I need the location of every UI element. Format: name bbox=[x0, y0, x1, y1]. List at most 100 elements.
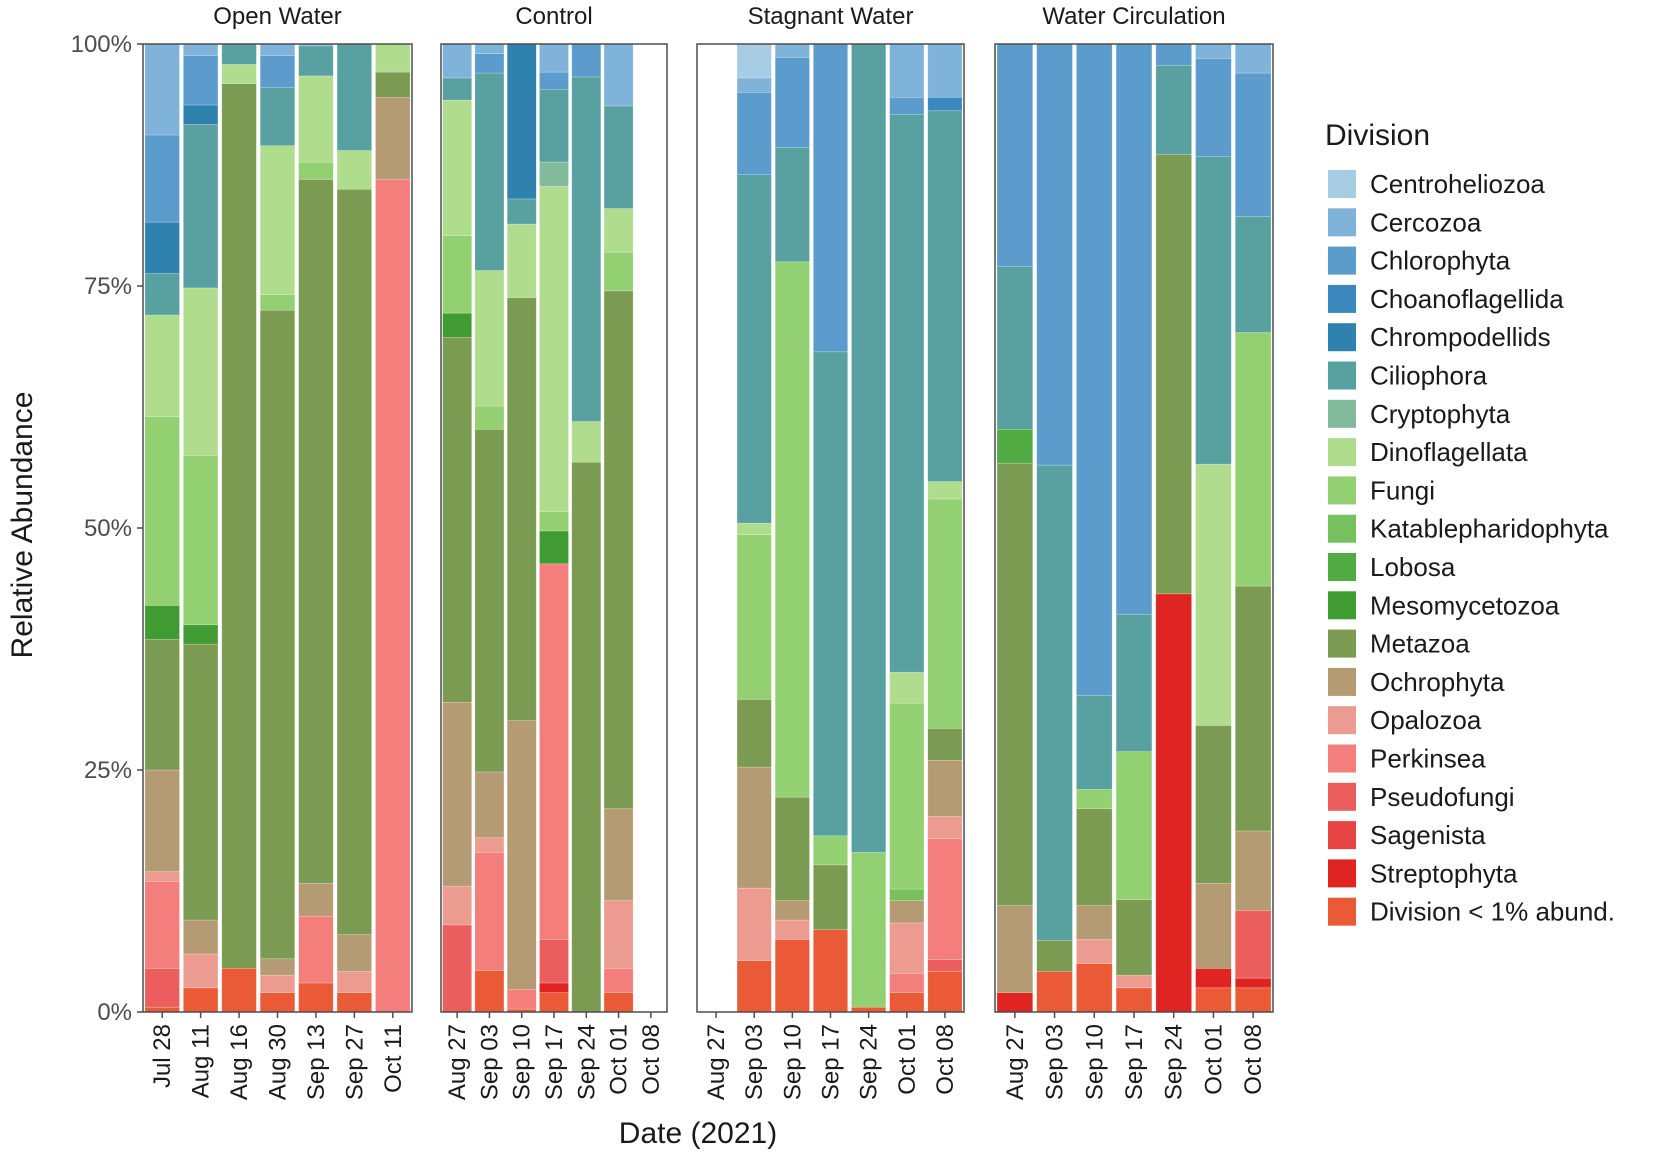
bar-segment-cercozoa bbox=[1234, 43, 1272, 74]
bar-segment-cercozoa bbox=[474, 43, 505, 54]
legend-item-cercozoa: Cercozoa bbox=[1328, 207, 1482, 237]
bar-segment-dinoflagellata bbox=[889, 671, 925, 704]
bar-stack-sep-10 bbox=[1076, 43, 1113, 1013]
bar-segment-pseudofungi bbox=[539, 939, 569, 984]
legend-item-ciliophora: Ciliophora bbox=[1328, 361, 1488, 391]
legend-label: Streptophyta bbox=[1370, 858, 1518, 888]
bar-segment-division-1-abund bbox=[474, 970, 505, 1013]
bar-segment-fungi bbox=[442, 235, 472, 314]
legend-label: Fungi bbox=[1370, 475, 1435, 505]
bar-segment-ciliophora bbox=[298, 45, 334, 77]
legend-item-division-1-abund: Division < 1% abund. bbox=[1328, 897, 1615, 927]
legend-swatch bbox=[1328, 208, 1356, 237]
bar-segment-cercozoa bbox=[774, 43, 810, 58]
bar-segment-ciliophora bbox=[1076, 695, 1113, 790]
bar-segment-ciliophora bbox=[474, 72, 505, 271]
bar-segment-chrompodellids bbox=[506, 43, 537, 200]
facet-title: Open Water bbox=[213, 3, 342, 30]
legend-item-dinoflagellata: Dinoflagellata bbox=[1328, 437, 1528, 467]
legend-swatch bbox=[1328, 553, 1356, 581]
bar-segment-metazoa bbox=[1195, 725, 1232, 884]
bar-segment-mesomycetozoa bbox=[442, 312, 472, 338]
bar-segment-metazoa bbox=[221, 83, 257, 969]
bar-stack-oct-11 bbox=[375, 43, 411, 1013]
bar-segment-ochrophyta bbox=[183, 919, 219, 955]
bar-segment-streptophyta bbox=[1234, 977, 1272, 989]
bar-segment-ochrophyta bbox=[1234, 830, 1272, 911]
bar-stack-aug-16 bbox=[221, 43, 257, 1013]
y-axis: 0% 25% 50% 75% 100% bbox=[71, 31, 143, 1026]
bar-segment-division-1-abund bbox=[736, 960, 772, 1013]
bar-segment-dinoflagellata bbox=[442, 99, 472, 236]
bar-stack-sep-24 bbox=[851, 43, 887, 1013]
legend-item-choanoflagellida: Choanoflagellida bbox=[1328, 284, 1564, 314]
bar-segment-chlorophyta bbox=[774, 57, 810, 148]
x-tick-label: Sep 17 bbox=[541, 1024, 568, 1100]
x-tick-label: Aug 30 bbox=[265, 1024, 292, 1100]
bar-segment-metazoa bbox=[1234, 585, 1272, 832]
bar-segment-ochrophyta bbox=[996, 905, 1034, 993]
legend-label: Centroheliozoa bbox=[1370, 169, 1545, 199]
legend-title: Division bbox=[1325, 119, 1430, 152]
bar-segment-fungi bbox=[144, 416, 180, 606]
facet-panel-water-circulation: Water Circulation Aug 27 Sep 03 Sep 10 Sep 1… bbox=[994, 3, 1274, 1100]
bar-segment-ochrophyta bbox=[774, 900, 810, 921]
x-tick-label: Aug 27 bbox=[1002, 1024, 1029, 1100]
legend-swatch bbox=[1328, 782, 1356, 811]
bar-segment-ciliophora bbox=[1234, 216, 1272, 333]
bar-segment-opalozoa bbox=[474, 837, 505, 853]
legend-swatch bbox=[1328, 246, 1356, 275]
bar-segment-chlorophyta bbox=[539, 71, 569, 90]
bar-segment-fungi bbox=[603, 251, 634, 292]
bar-segment-opalozoa bbox=[603, 900, 634, 969]
bar-segment-opalozoa bbox=[259, 974, 296, 993]
bar-segment-division-1-abund bbox=[221, 968, 257, 1013]
bar-segment-chlorophyta bbox=[1195, 58, 1232, 157]
bar-segment-metazoa bbox=[774, 796, 810, 901]
bar-segment-lobosa bbox=[996, 428, 1034, 464]
bar-segment-metazoa bbox=[813, 864, 848, 931]
bar-segment-fungi bbox=[298, 161, 334, 180]
bar-segment-dinoflagellata bbox=[183, 287, 219, 456]
bar-segment-division-1-abund bbox=[259, 992, 296, 1013]
bar-stack-oct-08 bbox=[1234, 43, 1272, 1013]
bar-segment-fungi bbox=[1076, 789, 1113, 810]
bar-segment-opalozoa bbox=[774, 919, 810, 940]
bar-stack-sep-03 bbox=[1036, 43, 1073, 1013]
x-tick-label: Oct 08 bbox=[932, 1024, 959, 1095]
bar-segment-fungi bbox=[183, 455, 219, 626]
bar-segment-opalozoa bbox=[144, 871, 180, 882]
bar-segment-ciliophora bbox=[336, 43, 372, 151]
bar-segment-dinoflagellata bbox=[221, 64, 257, 84]
bar-segment-opalozoa bbox=[736, 887, 772, 961]
bar-segment-division-1-abund bbox=[774, 939, 810, 1013]
bar-segment-fungi bbox=[927, 498, 963, 729]
facet-title: Water Circulation bbox=[1042, 3, 1225, 30]
bar-segment-ciliophora bbox=[1195, 155, 1232, 465]
bar-segment-dinoflagellata bbox=[539, 185, 569, 512]
bar-segment-pseudofungi bbox=[927, 959, 963, 972]
bar-stack-sep-27 bbox=[336, 43, 372, 1013]
bar-stack-oct-01 bbox=[889, 43, 925, 1013]
bar-segment-division-1-abund bbox=[539, 992, 569, 1013]
bar-segment-division-1-abund bbox=[183, 987, 219, 1013]
bar-segment-division-1-abund bbox=[1036, 971, 1073, 1013]
legend-swatch bbox=[1328, 667, 1356, 696]
bar-segment-streptophyta bbox=[539, 982, 569, 993]
x-axis-title: Date (2021) bbox=[619, 1117, 777, 1150]
bar-segment-dinoflagellata bbox=[506, 223, 537, 298]
bar-segment-choanoflagellida bbox=[927, 96, 963, 112]
bar-segment-chlorophyta bbox=[889, 96, 925, 115]
x-tick-label: Sep 27 bbox=[341, 1024, 368, 1100]
bar-stack-sep-17 bbox=[539, 43, 569, 1013]
bar-segment-ochrophyta bbox=[889, 900, 925, 924]
legend-swatch bbox=[1328, 514, 1356, 543]
bar-segment-chrompodellids bbox=[144, 221, 180, 274]
bar-segment-chlorophyta bbox=[736, 92, 772, 175]
bar-stack-oct-01 bbox=[603, 43, 634, 1013]
bar-segment-cercozoa bbox=[1195, 43, 1232, 59]
bar-segment-perkinsea bbox=[298, 915, 334, 984]
legend-swatch bbox=[1328, 476, 1356, 505]
bar-segment-metazoa bbox=[442, 337, 472, 703]
bar-segment-chlorophyta bbox=[183, 55, 219, 106]
